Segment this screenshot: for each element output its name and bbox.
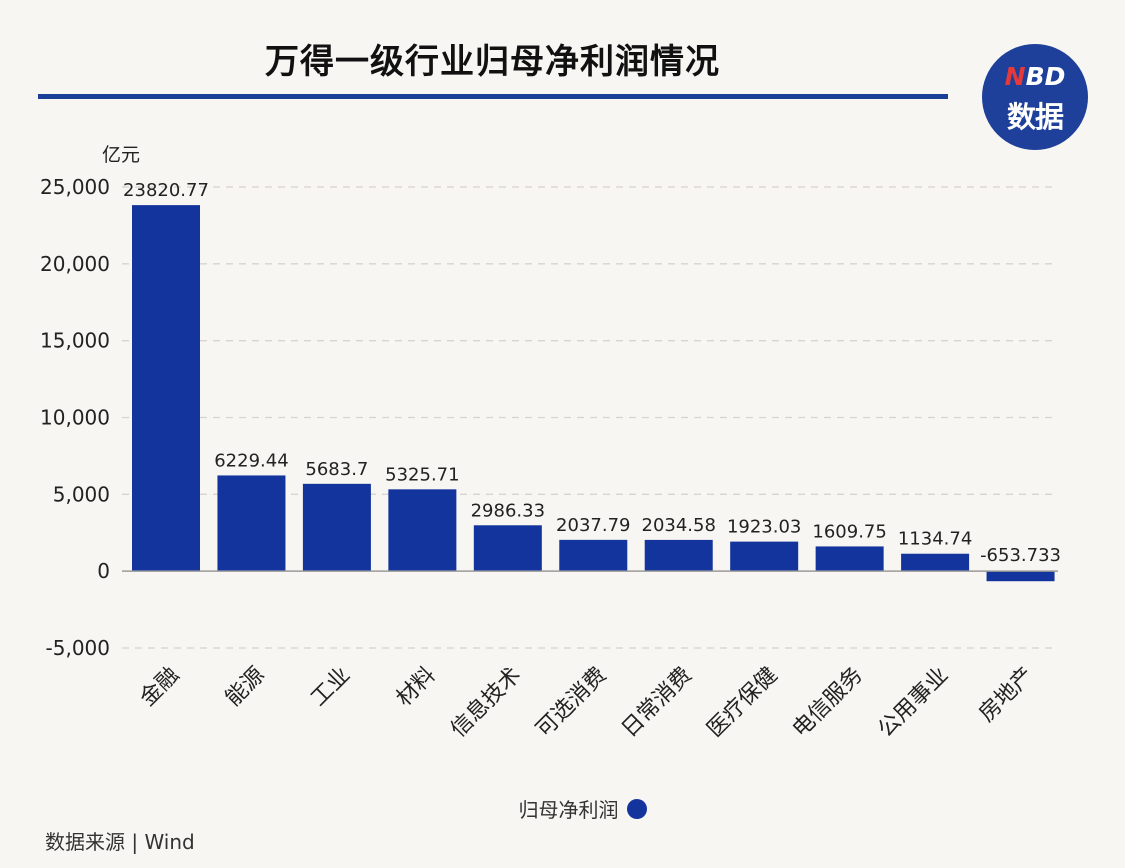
x-tick-label: 公用事业 xyxy=(873,663,953,743)
bar-电信服务 xyxy=(815,546,884,572)
x-tick-label: 可选消费 xyxy=(532,663,612,743)
bar-金融 xyxy=(132,205,200,572)
y-tick-label: 15,000 xyxy=(40,329,110,353)
legend: 归母净利润 xyxy=(0,794,1125,824)
data-label: 1134.74 xyxy=(898,529,972,550)
data-label: 5683.7 xyxy=(305,459,368,480)
bar-医疗保健 xyxy=(730,541,799,572)
bar-工业 xyxy=(302,483,371,572)
y-tick-label: 25,000 xyxy=(40,175,110,199)
bar-材料 xyxy=(388,489,457,572)
data-label: 2986.33 xyxy=(471,500,545,521)
legend-label: 归母净利润 xyxy=(518,798,619,822)
x-tick-label: 医疗保健 xyxy=(703,663,783,743)
bar-能源 xyxy=(217,475,286,572)
x-tick-label: 材料 xyxy=(392,663,441,712)
y-tick-label: 10,000 xyxy=(40,406,110,430)
x-tick-label: 能源 xyxy=(221,663,270,712)
data-source: 数据来源 | Wind xyxy=(45,830,195,854)
y-tick-label: 5,000 xyxy=(53,482,110,506)
x-tick-label: 日常消费 xyxy=(617,663,697,743)
data-label: 1923.03 xyxy=(727,517,801,538)
x-tick-label: 电信服务 xyxy=(788,663,868,743)
title-underline xyxy=(38,94,948,99)
y-tick-label: -5,000 xyxy=(46,636,110,660)
logo-bottom-text: 数据 xyxy=(1006,100,1064,134)
chart-title: 万得一级行业归母净利润情况 xyxy=(265,42,720,82)
bar-可选消费 xyxy=(559,539,628,572)
bar-日常消费 xyxy=(644,539,713,572)
y-tick-label: 20,000 xyxy=(40,252,110,276)
bar-公用事业 xyxy=(901,553,970,572)
x-tick-label: 信息技术 xyxy=(446,663,526,743)
y-axis-unit-label: 亿元 xyxy=(102,144,140,166)
data-label: 6229.44 xyxy=(214,450,288,471)
x-tick-label: 工业 xyxy=(306,663,355,712)
data-label: 2037.79 xyxy=(556,515,630,536)
legend-marker xyxy=(626,798,647,819)
y-tick-label: 0 xyxy=(97,559,110,583)
bar-房地产 xyxy=(986,571,1055,582)
bar-信息技术 xyxy=(473,525,542,572)
x-tick-label: 房地产 xyxy=(974,663,1038,727)
data-label: 1609.75 xyxy=(812,521,886,542)
x-tick-label: 金融 xyxy=(135,663,184,712)
data-label: -653.733 xyxy=(980,545,1061,566)
data-label: 2034.58 xyxy=(642,515,716,536)
logo-top-text: NBD xyxy=(1004,62,1066,91)
data-label: 5325.71 xyxy=(385,464,459,485)
data-label: 23820.77 xyxy=(123,180,209,201)
nbd-logo: NBD 数据 xyxy=(982,44,1088,150)
